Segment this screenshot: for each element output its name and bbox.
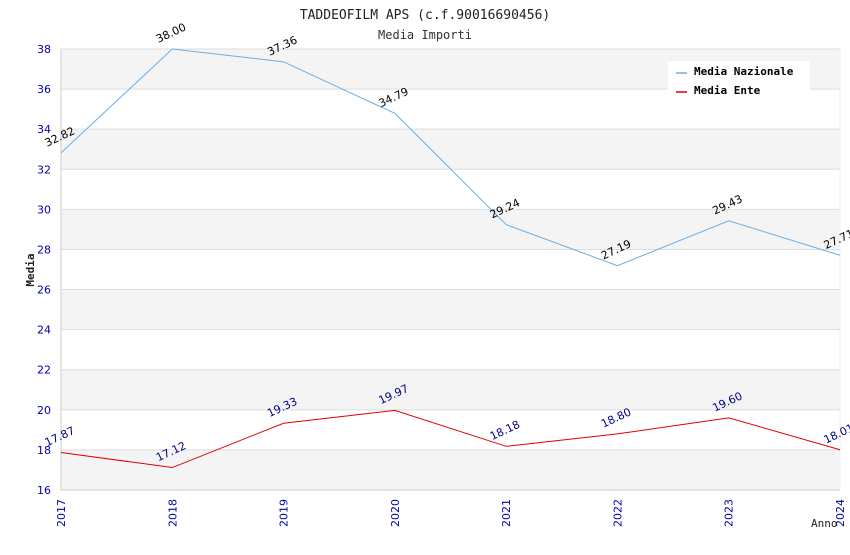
grid-band — [61, 369, 840, 410]
x-tick-label: 2024 — [834, 499, 847, 527]
grid-lines — [61, 48, 840, 491]
grid-band — [61, 329, 840, 370]
x-tick-label: 2021 — [500, 499, 513, 527]
y-tick-label: 22 — [37, 364, 51, 377]
data-label: 38.00 — [154, 21, 188, 46]
y-tick-label: 30 — [37, 203, 51, 216]
y-tick-label: 36 — [37, 83, 51, 96]
x-tick-label: 2022 — [611, 499, 624, 527]
y-tick-labels: 16 18 20 22 24 26 28 30 32 34 36 38 — [37, 43, 51, 497]
grid-band — [61, 129, 840, 170]
chart-title: TADDEOFILM APS (c.f.90016690456) — [300, 8, 550, 23]
grid-band — [61, 289, 840, 330]
series-line-media-ente — [60, 409, 841, 469]
x-tick-labels: 2017 2018 2019 2020 2021 2022 2023 2024 — [55, 499, 847, 527]
chart-subtitle: Media Importi — [378, 28, 472, 42]
grid-band — [61, 209, 840, 250]
series-line-media-nazionale — [60, 48, 841, 267]
legend-label-nazionale: Media Nazionale — [694, 65, 794, 78]
grid-band — [61, 249, 840, 290]
grid-band — [61, 449, 840, 490]
x-tick-label: 2020 — [389, 499, 402, 527]
grid-bands — [61, 49, 840, 490]
series-lines — [60, 48, 841, 469]
grid-band — [61, 169, 840, 210]
x-tick-label: 2017 — [55, 499, 68, 527]
legend-label-ente: Media Ente — [694, 84, 761, 97]
y-axis-label: Media — [24, 253, 37, 286]
legend-box — [668, 61, 810, 102]
y-tick-label: 28 — [37, 243, 51, 256]
y-tick-label: 20 — [37, 404, 51, 417]
y-tick-label: 18 — [37, 444, 51, 457]
axes — [60, 49, 841, 491]
y-tick-label: 24 — [37, 324, 51, 337]
y-tick-label: 38 — [37, 43, 51, 56]
x-tick-label: 2018 — [166, 499, 179, 527]
grid-band — [61, 409, 840, 450]
x-axis-label: Anno — [811, 517, 838, 530]
x-tick-label: 2019 — [278, 499, 291, 527]
y-tick-label: 34 — [37, 123, 51, 136]
legend: Media Nazionale Media Ente — [668, 61, 810, 102]
y-tick-label: 26 — [37, 284, 51, 297]
y-tick-label: 32 — [37, 163, 51, 176]
y-tick-label: 16 — [37, 484, 51, 497]
x-tick-label: 2023 — [723, 499, 736, 527]
